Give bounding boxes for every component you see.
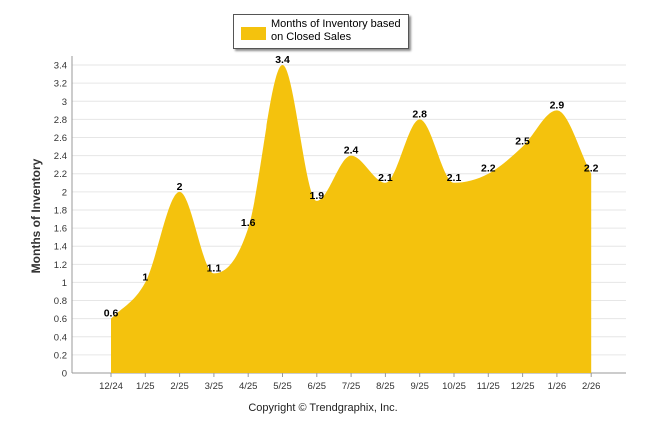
x-tick-label: 7/25 xyxy=(342,381,361,392)
y-tick-label: 1.2 xyxy=(54,260,67,271)
data-label: 2.4 xyxy=(344,145,359,157)
y-tick-label: 0.8 xyxy=(54,296,67,307)
data-label: 0.6 xyxy=(104,308,119,320)
y-tick-label: 0.2 xyxy=(54,350,67,361)
x-tick-label: 3/25 xyxy=(205,381,224,392)
y-tick-label: 2.2 xyxy=(54,169,67,180)
data-label: 1.9 xyxy=(309,190,324,202)
x-tick-label: 1/26 xyxy=(548,381,567,392)
y-tick-label: 0.4 xyxy=(54,332,67,343)
y-tick-label: 2.4 xyxy=(54,151,67,162)
y-tick-label: 2.6 xyxy=(54,133,67,144)
data-label: 1.1 xyxy=(207,262,222,274)
y-tick-label: 1 xyxy=(62,278,67,289)
y-tick-label: 0.6 xyxy=(54,314,67,325)
data-label: 2.2 xyxy=(584,163,599,175)
x-tick-label: 12/25 xyxy=(511,381,535,392)
x-tick-label: 9/25 xyxy=(410,381,429,392)
data-label: 1 xyxy=(142,271,148,283)
chart-legend[interactable]: Months of Inventory based on Closed Sale… xyxy=(233,14,409,49)
y-tick-label: 1.4 xyxy=(54,242,67,253)
y-tick-label: 3.4 xyxy=(54,61,67,72)
x-tick-label: 10/25 xyxy=(442,381,466,392)
data-label: 2.8 xyxy=(412,108,427,120)
data-label: 3.4 xyxy=(275,54,290,66)
x-tick-label: 1/25 xyxy=(136,381,155,392)
y-tick-label: 3.2 xyxy=(54,79,67,90)
data-label: 2.9 xyxy=(550,99,565,111)
data-label: 2.1 xyxy=(378,172,393,184)
legend-label: Months of Inventory based on Closed Sale… xyxy=(271,18,401,43)
y-tick-label: 2 xyxy=(62,187,67,198)
x-tick-label: 6/25 xyxy=(308,381,327,392)
x-tick-label: 12/24 xyxy=(99,381,123,392)
y-tick-label: 1.8 xyxy=(54,205,67,216)
y-axis-label: Months of Inventory xyxy=(29,158,43,274)
y-tick-label: 2.8 xyxy=(54,115,67,126)
data-label: 2 xyxy=(177,181,183,193)
y-tick-label: 1.6 xyxy=(54,224,67,235)
data-label: 2.5 xyxy=(515,136,530,148)
y-tick-label: 3 xyxy=(62,97,67,108)
x-tick-label: 2/25 xyxy=(170,381,189,392)
series-area xyxy=(111,65,592,373)
data-label: 1.6 xyxy=(241,217,256,229)
y-tick-label: 0 xyxy=(62,369,67,380)
data-label: 2.1 xyxy=(447,172,462,184)
data-label: 2.2 xyxy=(481,163,496,175)
x-tick-label: 8/25 xyxy=(376,381,395,392)
x-tick-label: 11/25 xyxy=(477,381,500,392)
x-tick-label: 2/26 xyxy=(582,381,601,392)
legend-swatch xyxy=(241,27,266,40)
copyright-footer: Copyright © Trendgraphix, Inc. xyxy=(248,402,398,414)
x-tick-label: 4/25 xyxy=(239,381,258,392)
x-tick-label: 5/25 xyxy=(273,381,292,392)
